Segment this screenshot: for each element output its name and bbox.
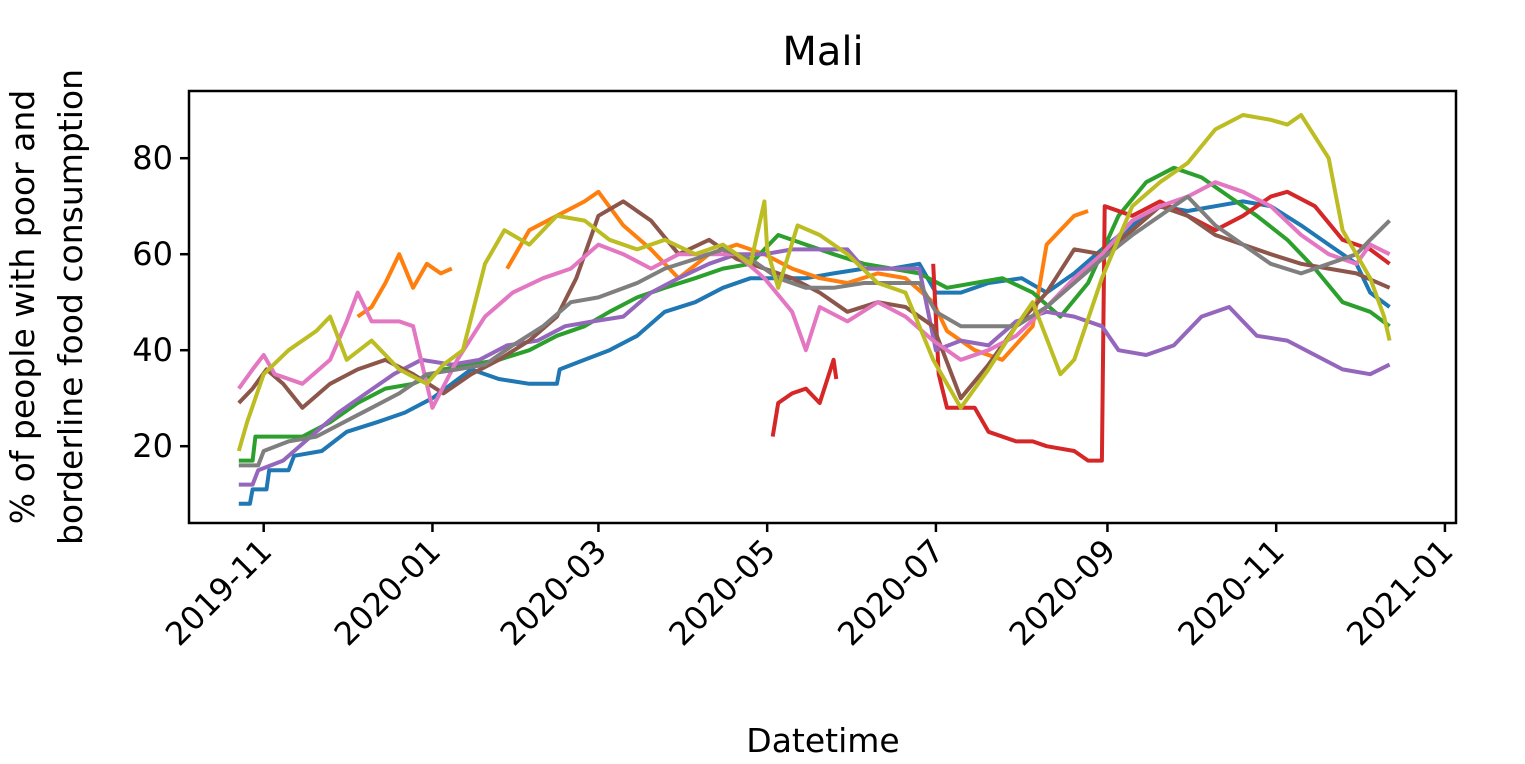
y-tick-label-60: 60	[132, 235, 173, 273]
series-line-2	[356, 189, 1089, 362]
series-line-9	[236, 113, 1392, 452]
series-line-7	[237, 180, 1391, 410]
plot-frame	[187, 89, 1458, 525]
x-axis-label: Datetime	[746, 721, 899, 760]
series-line-8	[238, 194, 1392, 468]
y-tick-label-80: 80	[132, 139, 173, 177]
series-layer	[236, 113, 1392, 506]
y-tick-label-40: 40	[132, 331, 173, 369]
y-axis-label-line-1: % of people with poor and	[3, 90, 42, 524]
series-line-1	[238, 199, 1391, 506]
series-line-4	[770, 189, 1391, 463]
series-line-5	[238, 247, 1391, 487]
y-tick-label-20: 20	[132, 427, 173, 465]
y-axis-label: % of people with poor and borderline foo…	[3, 69, 90, 545]
chart-title: Mali	[782, 29, 863, 75]
y-axis: 20 40 60 80	[132, 139, 189, 465]
y-axis-label-line-2: borderline food consumption	[51, 69, 90, 545]
